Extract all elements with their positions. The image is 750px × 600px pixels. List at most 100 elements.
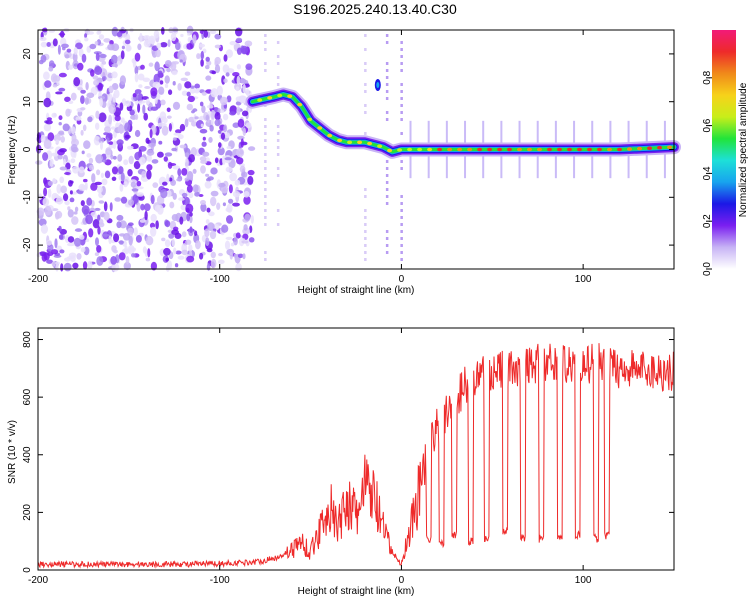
noise-blob [90, 182, 98, 191]
noise-blob [190, 147, 197, 157]
y-tick-label: 0 [22, 567, 33, 573]
spectrogram-trace [245, 78, 681, 159]
noise-blob [108, 104, 116, 114]
noise-blob [150, 261, 157, 271]
noise-blob [206, 263, 211, 271]
noise-blob [172, 81, 176, 86]
noise-blob [235, 263, 242, 272]
streak-dot [385, 41, 389, 44]
streak-dot [385, 195, 389, 198]
streak-dot [264, 202, 267, 205]
noise-blob [55, 196, 64, 205]
noise-blob [146, 164, 153, 171]
noise-blob [94, 181, 103, 186]
streak-dot [264, 195, 267, 198]
streak-dot [385, 244, 389, 247]
noise-blob [162, 181, 168, 186]
noise-blob [99, 218, 104, 225]
ridge-hotspot [287, 94, 293, 98]
streak-dot [276, 132, 280, 135]
noise-blob [214, 112, 221, 121]
noise-blob [223, 124, 228, 133]
streak-dot [264, 146, 267, 149]
noise-blob [55, 261, 60, 265]
noise-blob [244, 40, 253, 47]
noise-blob [47, 132, 55, 142]
x-tick-label: 0 [399, 575, 405, 586]
x-tick-label: -200 [28, 274, 48, 285]
ridge-hotspot [317, 126, 323, 130]
noise-blob [200, 203, 207, 212]
noise-blob [229, 41, 237, 46]
noise-blob [164, 220, 171, 228]
noise-blob [143, 39, 151, 48]
streak-dot [276, 223, 280, 226]
noise-blob [157, 70, 163, 78]
streak-dot [400, 55, 403, 58]
noise-blob [236, 47, 242, 55]
noise-blob [167, 39, 171, 48]
noise-blob [207, 222, 215, 232]
noise-blob [203, 29, 208, 38]
noise-blob [143, 35, 151, 40]
streak-dot [400, 237, 403, 240]
noise-blob [184, 118, 189, 128]
noise-blob [224, 240, 231, 250]
noise-blob [81, 150, 85, 155]
noise-blob [55, 264, 59, 272]
noise-blob [164, 83, 169, 88]
noise-blob [100, 172, 104, 178]
noise-blob [68, 252, 77, 258]
noise-blob [58, 87, 66, 92]
colorbar-tick-label: 0.6 [702, 118, 713, 132]
colorbar-tick-label: 0.8 [702, 70, 713, 84]
noise-blob [217, 259, 225, 264]
noise-blob [200, 199, 206, 206]
noise-blob [146, 169, 152, 180]
streak-dot [364, 195, 367, 198]
noise-blob [151, 159, 159, 164]
noise-blob [166, 190, 172, 198]
noise-blob [168, 89, 173, 95]
streak-dot [364, 69, 367, 72]
noise-blob [171, 229, 180, 235]
noise-blob [208, 136, 213, 143]
streak-dot [364, 188, 367, 191]
noise-blob [70, 180, 74, 184]
streak-dot [385, 118, 389, 121]
noise-blob [135, 114, 139, 120]
streak-dot [264, 160, 267, 163]
y-tick-label: 800 [22, 331, 33, 348]
noise-blob [186, 255, 195, 263]
noise-blob [194, 83, 200, 89]
noise-blob [73, 77, 81, 87]
noise-blob [236, 157, 244, 165]
noise-blob [210, 196, 217, 207]
noise-blob [120, 50, 125, 60]
noise-blob [61, 43, 69, 49]
noise-blob [43, 139, 52, 150]
ridge-hotspot [407, 147, 413, 152]
noise-blob [239, 165, 246, 173]
noise-blob [68, 64, 74, 70]
noise-blob [143, 203, 151, 212]
noise-blob [58, 225, 62, 233]
noise-blob [226, 68, 235, 74]
streak-dot [400, 48, 403, 51]
noise-blob [237, 135, 245, 140]
noise-blob [184, 152, 190, 158]
streak-dot [385, 76, 389, 79]
noise-blob [194, 116, 199, 120]
streak-dot [264, 216, 267, 219]
noise-blob [243, 191, 250, 198]
noise-blob [101, 61, 107, 65]
streak-dot [385, 97, 389, 100]
noise-blob [81, 205, 90, 215]
noise-blob [149, 128, 153, 139]
streak-dot [385, 83, 389, 86]
noise-blob [117, 125, 126, 134]
noise-blob [221, 224, 229, 233]
noise-blob [181, 231, 187, 238]
noise-blob [67, 242, 75, 247]
